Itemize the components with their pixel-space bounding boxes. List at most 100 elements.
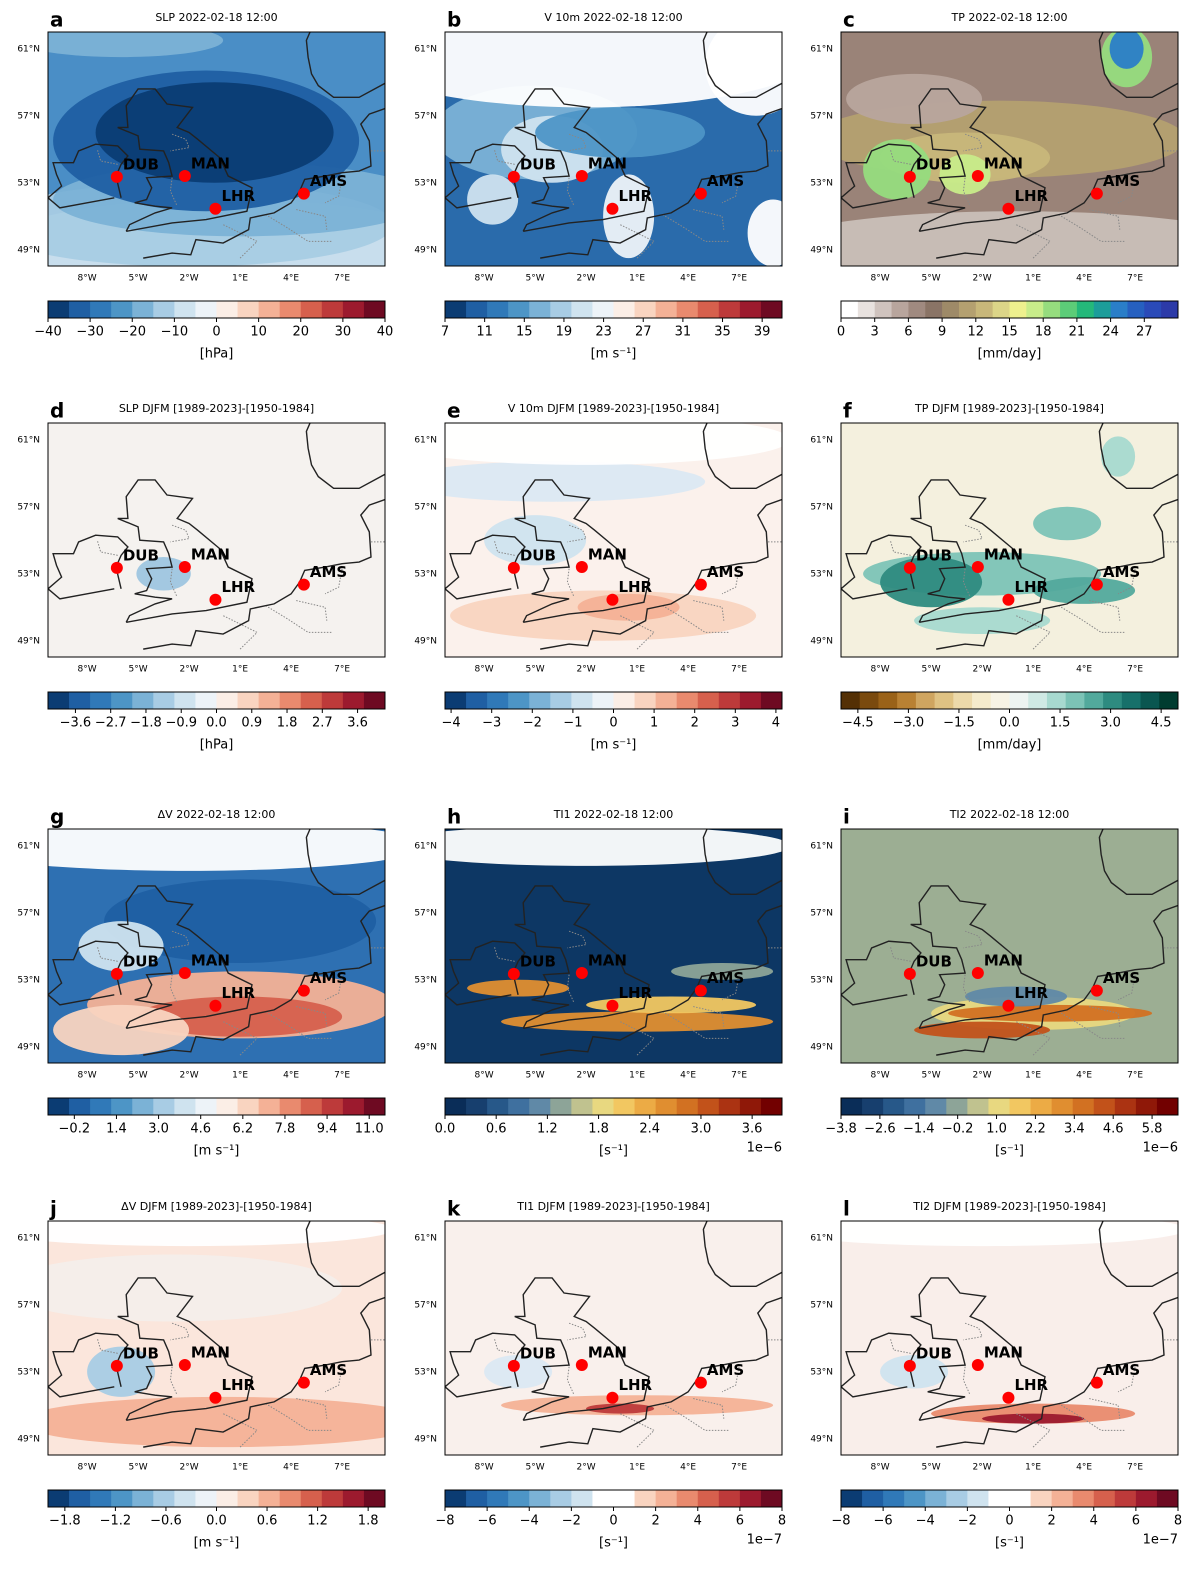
lon-label: 2°W — [577, 274, 596, 284]
coastline — [910, 88, 1046, 233]
panel-letter: k — [447, 1197, 461, 1221]
colorbar-tick-label: 27 — [635, 325, 652, 340]
colorbar-tick-label: −3.0 — [893, 716, 925, 731]
coastline — [841, 1332, 922, 1398]
station-marker — [971, 170, 984, 183]
colorbar-tick-label: 39 — [754, 325, 771, 340]
border — [265, 1011, 332, 1039]
station-marker — [507, 967, 520, 980]
map-frame — [840, 422, 1179, 658]
colorbar-segment — [718, 1490, 741, 1507]
lat-label: 57°N — [414, 908, 437, 918]
colorbar-segment — [487, 1490, 509, 1507]
colorbar-segment — [676, 301, 699, 318]
lon-label: 2°W — [577, 1071, 596, 1081]
panel: k TI1 DJFM [1989-2023]-[1950-1984] DUB MAN L… — [414, 1197, 786, 1551]
border — [963, 930, 983, 949]
colorbar-segment — [613, 692, 636, 709]
lat-label: 61°N — [17, 1233, 40, 1243]
border — [1015, 615, 1051, 650]
border — [721, 177, 740, 204]
colorbar-segment — [445, 692, 467, 709]
colorbar-segment — [1103, 692, 1123, 709]
station-marker — [903, 967, 916, 980]
colorbar-tick-label: 1.4 — [106, 1122, 127, 1137]
lon-label: 1°E — [629, 274, 645, 284]
colorbar-segment — [48, 1490, 70, 1507]
border — [693, 600, 725, 621]
colorbar-segment — [592, 1490, 614, 1507]
border — [963, 524, 983, 543]
colorbar-segment — [69, 301, 91, 318]
colorbar-segment — [946, 1098, 968, 1115]
lon-label: 4°E — [1076, 274, 1092, 284]
colorbar-segment — [634, 1490, 657, 1507]
station-label: MAN — [588, 155, 627, 173]
colorbar-label: [m s⁻¹] — [194, 1144, 240, 1159]
border — [963, 1322, 983, 1341]
colorbar-segment — [1043, 301, 1061, 318]
field-blob — [48, 32, 224, 58]
colorbar-segment — [69, 1490, 91, 1507]
colorbar-segment — [988, 1098, 1010, 1115]
border — [889, 1338, 911, 1354]
field-blob — [914, 1021, 1051, 1039]
colorbar-segment — [300, 1098, 323, 1115]
station-marker — [297, 984, 310, 997]
panel: e V 10m DJFM [1989-2023]-[1950-1984] DUB MA… — [414, 399, 783, 753]
panel-title: V 10m 2022-02-18 12:00 — [544, 11, 682, 24]
coastline — [117, 479, 253, 624]
colorbar-tick-label: 40 — [377, 325, 394, 340]
colorbar-label: [mm/day] — [978, 738, 1042, 753]
colorbar-segment — [571, 301, 593, 318]
lat-label: 61°N — [810, 44, 833, 54]
map — [445, 829, 782, 1063]
colorbar-segment — [946, 1490, 968, 1507]
colorbar-segment — [258, 1490, 281, 1507]
lat-label: 57°N — [17, 908, 40, 918]
colorbar-frame — [444, 300, 783, 319]
colorbar-tick-label: 3 — [731, 716, 739, 731]
station-label: DUB — [520, 546, 556, 564]
station-marker — [1002, 999, 1015, 1012]
colorbar-segment — [342, 1098, 365, 1115]
colorbar-segment — [195, 1490, 217, 1507]
border — [962, 974, 971, 1004]
lon-label: 7°E — [334, 1071, 350, 1081]
station-label: DUB — [916, 952, 952, 970]
colorbar-tick-label: 8 — [778, 1514, 786, 1529]
colorbar-segment — [466, 692, 488, 709]
station-label: AMS — [310, 563, 347, 581]
colorbar-segment — [697, 1098, 720, 1115]
lon-label: 2°W — [180, 1463, 199, 1473]
colorbar-segment — [111, 1098, 133, 1115]
lon-label: 1°E — [629, 1071, 645, 1081]
lon-label: 8°W — [475, 274, 494, 284]
colorbar-segment — [111, 1490, 133, 1507]
colorbar-segment — [760, 692, 783, 709]
station-marker — [1090, 187, 1103, 200]
panel: h TI1 2022-02-18 12:00 DUB MAN LHR AMS 61°N 57°… — [414, 805, 783, 1159]
lat-label: 53°N — [414, 1367, 437, 1377]
station-marker — [110, 561, 123, 574]
station-label: DUB — [520, 1344, 556, 1362]
colorbar-segment — [90, 1098, 112, 1115]
colorbar-segment — [174, 301, 196, 318]
border — [1117, 177, 1136, 204]
lon-label: 8°W — [871, 1463, 890, 1473]
station-marker — [1002, 593, 1015, 606]
colorbar-segment — [445, 301, 467, 318]
border — [1015, 1021, 1051, 1056]
station-label: MAN — [588, 546, 627, 564]
lat-label: 49°N — [17, 1042, 40, 1052]
colorbar-segment — [718, 1098, 741, 1115]
lon-label: 8°W — [475, 1071, 494, 1081]
coastline — [702, 829, 782, 896]
panel-letter: j — [49, 1197, 57, 1221]
colorbar-segment — [1009, 1490, 1032, 1507]
panel-letter: a — [50, 8, 64, 32]
station-marker — [1090, 1376, 1103, 1389]
station-label: DUB — [916, 546, 952, 564]
colorbar-tick-label: −2 — [562, 1514, 581, 1529]
